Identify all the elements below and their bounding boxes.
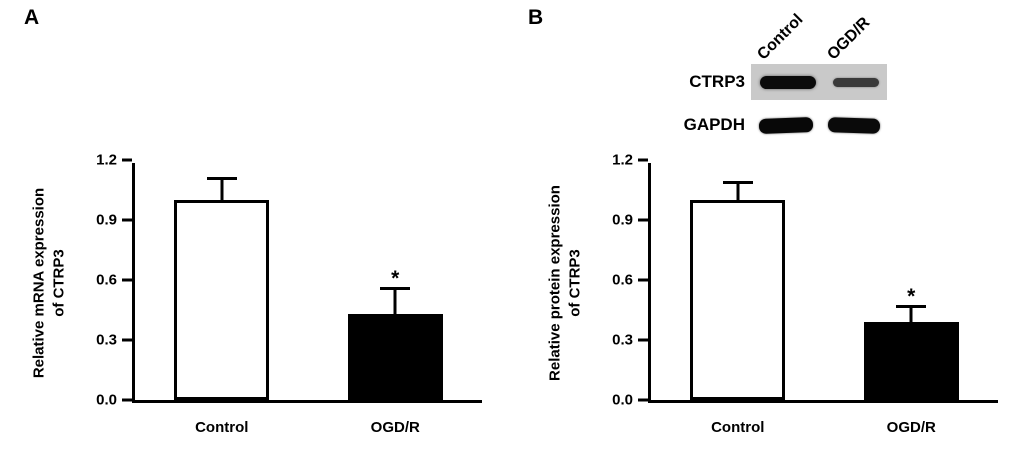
y-tick-label: 0.9 (96, 211, 117, 229)
y-tick: 1.2 (96, 152, 132, 169)
y-tick: 0.3 (612, 332, 648, 349)
blot-row-gapdh: GAPDH (665, 107, 1005, 143)
x-tick-label: Control (711, 419, 765, 436)
y-tick-label: 0.0 (96, 391, 117, 409)
bars: Control * OGD/R (651, 163, 998, 436)
error-bar-stem (220, 180, 224, 200)
y-tick-label: 0.0 (612, 391, 633, 409)
significance-asterisk: * (391, 267, 400, 290)
y-tick-mark (122, 158, 132, 162)
x-tick-label: OGD/R (370, 419, 420, 436)
blot-lane-label-control: Control (754, 11, 807, 64)
panel-a: A Relative mRNA expression of CTRP3 0.0 0.… (22, 6, 482, 436)
y-tick-mark (638, 218, 648, 222)
western-blot: Control OGD/R CTRP3 GAPDH (665, 6, 1005, 150)
blot-band-gapdh-ogdr (827, 116, 880, 134)
y-tick-mark (122, 338, 132, 342)
plot-area: 0.0 0.3 0.6 0.9 1.2 Control * OGD/R (96, 152, 482, 436)
y-tick-label: 0.3 (612, 331, 633, 349)
y-tick: 0.9 (612, 212, 648, 229)
error-bar-stem (393, 290, 397, 314)
blot-band-ctrp3-control (759, 75, 816, 89)
x-tick-label: OGD/R (886, 419, 936, 436)
y-tick: 0.0 (612, 392, 648, 409)
y-axis-label-line: of CTRP3 (50, 249, 67, 317)
error-bar-cap (896, 305, 927, 308)
y-tick: 0.9 (96, 212, 132, 229)
y-axis-label: Relative mRNA expression of CTRP3 (30, 188, 69, 378)
blot-lane-labels: Control OGD/R (665, 6, 1005, 64)
y-axis-label-line: of CTRP3 (566, 249, 583, 317)
y-axis-label-line: Relative protein expression (546, 185, 564, 381)
bar (863, 322, 959, 400)
blot-membrane-gapdh (751, 107, 887, 143)
bar (174, 200, 270, 400)
y-tick: 0.3 (96, 332, 132, 349)
y-axis-label-column: Relative mRNA expression of CTRP3 (22, 163, 76, 403)
bars: Control * OGD/R (135, 163, 482, 436)
bar-group-ogd-r: * OGD/R (863, 163, 959, 436)
y-axis-label: Relative protein expression of CTRP3 (546, 185, 585, 381)
error-bar-cap (722, 181, 753, 184)
protein-bar-chart: Relative protein expression of CTRP3 0.0 0… (538, 152, 998, 436)
y-tick-mark (122, 278, 132, 282)
mrna-bar-chart: Relative mRNA expression of CTRP3 0.0 0.3 0… (22, 152, 482, 436)
y-tick: 1.2 (612, 152, 648, 169)
y-tick-mark (638, 158, 648, 162)
y-tick: 0.6 (96, 272, 132, 289)
y-tick-mark (122, 398, 132, 402)
y-tick: 0.0 (96, 392, 132, 409)
blot-row-ctrp3: CTRP3 (665, 64, 1005, 100)
blot-band-gapdh-control (758, 116, 813, 134)
error-bar-stem (909, 308, 913, 322)
bar-group-ogd-r: * OGD/R (347, 163, 443, 436)
y-tick-mark (638, 278, 648, 282)
blot-membrane-ctrp3 (751, 64, 887, 100)
y-tick-label: 1.2 (96, 151, 117, 169)
blot-lane-label-ogdr: OGD/R (824, 14, 874, 64)
y-axis-label-line: Relative mRNA expression (30, 187, 48, 379)
blot-band-ctrp3-ogdr (832, 77, 879, 87)
y-tick-mark (638, 338, 648, 342)
bar-group-control: Control (174, 163, 270, 436)
blot-row-label-ctrp3: CTRP3 (689, 72, 745, 91)
error-bar-cap (206, 177, 237, 180)
x-tick-label: Control (195, 419, 249, 436)
y-tick-label: 1.2 (612, 151, 633, 169)
y-tick-label: 0.6 (612, 271, 633, 289)
y-tick-label: 0.9 (612, 211, 633, 229)
y-tick-mark (122, 218, 132, 222)
bar-group-control: Control (690, 163, 786, 436)
y-tick: 0.6 (612, 272, 648, 289)
significance-asterisk: * (907, 285, 916, 308)
panel-b: B Control OGD/R CTRP3 GAPDH (510, 0, 1020, 451)
y-tick-label: 0.3 (96, 331, 117, 349)
panel-a-label: A (24, 6, 40, 29)
y-tick-mark (638, 398, 648, 402)
y-tick-label: 0.6 (96, 271, 117, 289)
panel-b-label: B (528, 6, 544, 29)
bar (347, 314, 443, 400)
error-bar-cap (380, 287, 411, 290)
plot-area: 0.0 0.3 0.6 0.9 1.2 Control * OGD/R (612, 152, 998, 436)
bar (690, 200, 786, 400)
blot-row-label-gapdh: GAPDH (683, 115, 745, 134)
y-axis-label-column: Relative protein expression of CTRP3 (538, 163, 592, 403)
error-bar-stem (736, 184, 740, 200)
